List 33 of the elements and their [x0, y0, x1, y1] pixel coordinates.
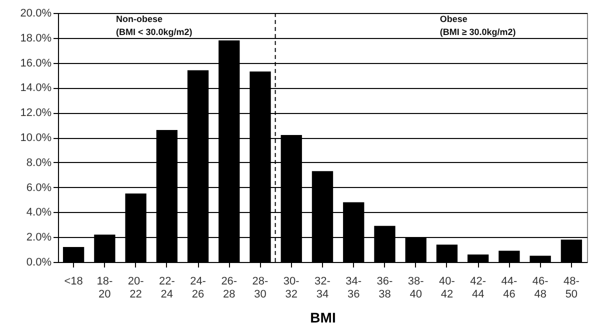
x-tick-label: 36-38: [376, 276, 394, 300]
x-tick-label: 18-20: [96, 276, 113, 300]
x-tick-label: 40-42: [439, 276, 456, 300]
x-tick-label: 28-30: [252, 276, 269, 300]
x-tick-label: <18: [64, 276, 83, 288]
y-tick-label: 6.0%: [26, 182, 52, 194]
x-axis-title: BMI: [310, 310, 336, 326]
x-tick-label: 46-48: [532, 276, 549, 300]
y-tick-label: 2.0%: [26, 232, 52, 244]
y-tick-label: 10.0%: [20, 132, 52, 144]
y-tick-label: 18.0%: [20, 32, 52, 44]
x-tick-label: 24-26: [190, 276, 206, 300]
y-tick-label: 14.0%: [20, 82, 52, 94]
annotation: Obese: [440, 14, 468, 24]
x-tick-label: 48-50: [563, 276, 580, 300]
y-tick-label: 0.0%: [26, 256, 52, 268]
y-tick-label: 20.0%: [20, 8, 52, 20]
x-tick-label: 32-34: [314, 276, 331, 300]
x-tick-label: 38-40: [408, 276, 424, 300]
x-tick-label: 42-44: [470, 276, 486, 300]
x-tick-label: 34-36: [346, 276, 362, 300]
annotation: (BMI ≥ 30.0kg/m2): [440, 27, 516, 37]
annotation: Non-obese: [116, 14, 163, 24]
x-tick-label: 20-22: [128, 276, 144, 300]
x-tick-label: 22-24: [158, 276, 176, 300]
x-tick-label: 30-32: [283, 276, 300, 300]
y-tick-label: 16.0%: [20, 57, 52, 70]
x-tick-label: 44-46: [501, 276, 518, 300]
x-tick-label: 26-28: [221, 276, 238, 300]
y-tick-label: 8.0%: [26, 156, 52, 169]
y-tick-label: 12.0%: [20, 107, 52, 120]
y-tick-label: 4.0%: [26, 206, 52, 219]
annotation: (BMI < 30.0kg/m2): [116, 27, 192, 37]
